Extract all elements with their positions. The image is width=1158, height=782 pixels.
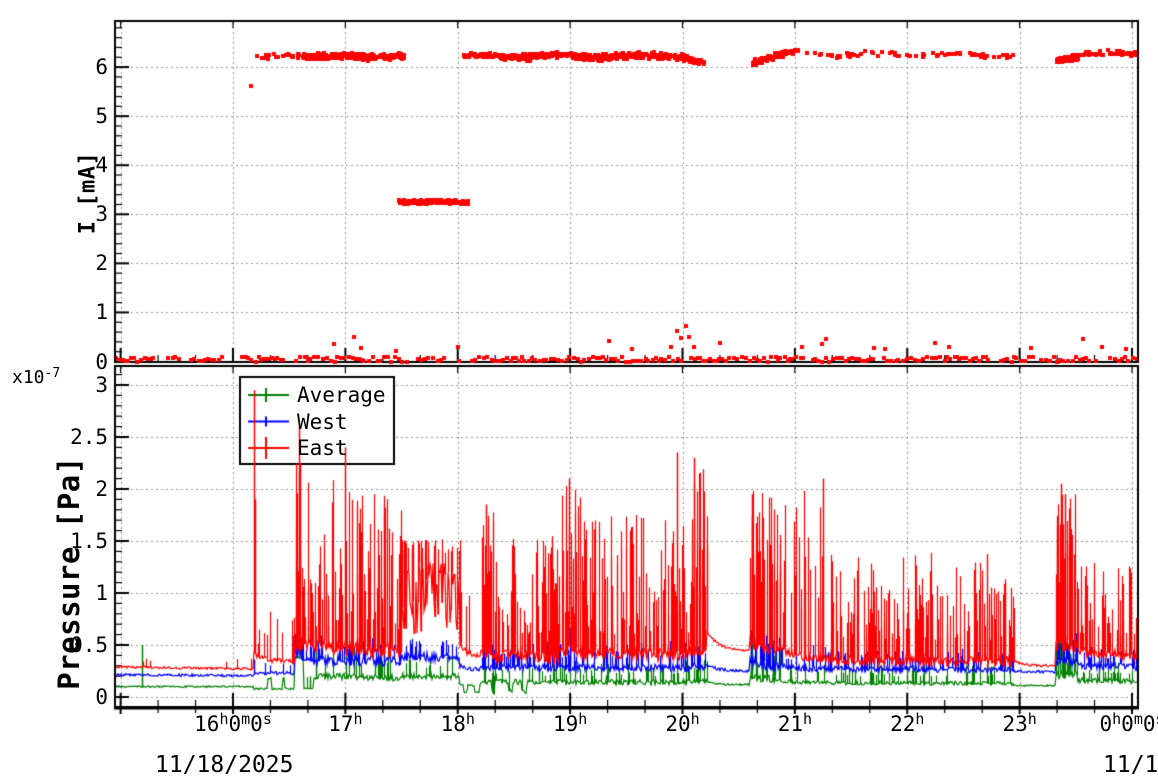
x-tick-unit-sup: s	[262, 710, 272, 728]
x-tick-number: 0	[1142, 712, 1156, 736]
x-tick-number: 16	[194, 712, 220, 736]
x-tick-unit-sup: h	[465, 710, 475, 728]
x-tick-label: 17h	[328, 710, 363, 736]
x-tick-number: 0	[1121, 712, 1134, 736]
x-tick-number: 22	[890, 712, 916, 736]
x-tick-number: 17	[328, 712, 354, 736]
x-tick-label: 0h0m0s	[1099, 710, 1158, 736]
legend-label-west: West	[297, 409, 348, 434]
x-tick-number: 18	[440, 712, 466, 736]
bottom-y-tick-label: 2	[95, 477, 108, 501]
scale-exp: -7	[44, 366, 61, 381]
bottom-y-tick-label: 1	[95, 581, 108, 605]
x-tick-number: 20	[665, 712, 691, 736]
x-tick-unit-sup: h	[578, 710, 588, 728]
x-tick-unit-sup: s	[1156, 710, 1158, 728]
x-tick-number: 0	[228, 712, 242, 736]
bottom-y-tick-label: 0	[95, 685, 108, 709]
bottom-y-tick-label: 0.5	[70, 633, 108, 657]
x-tick-number: 0	[1099, 712, 1113, 736]
bottom-y-tick-label: 1.5	[70, 529, 108, 553]
x-tick-unit-sup: h	[690, 710, 700, 728]
date-label-day2: 11/19/2025	[1103, 752, 1158, 778]
x-tick-unit-sup: m	[1133, 710, 1143, 728]
scale-base: x10	[12, 367, 45, 388]
x-tick-label: 22h	[890, 710, 925, 736]
bottom-y-tick-label: 2.5	[70, 425, 108, 449]
top-y-tick-label: 2	[95, 251, 108, 276]
legend-label-average: Average	[297, 383, 386, 407]
x-tick-label: 16h0m0s	[194, 710, 272, 736]
date-label-day1: 11/18/2025	[155, 752, 294, 778]
top-y-tick-label: 4	[95, 153, 108, 178]
legend-label-east: East	[297, 436, 348, 460]
x-tick-unit-sup: h	[1112, 710, 1122, 728]
x-tick-label: 18h	[440, 710, 475, 736]
x-tick-number: 0	[250, 712, 263, 736]
x-tick-unit-sup: h	[915, 710, 925, 728]
x-tick-unit-sup: m	[241, 710, 251, 728]
x-tick-unit-sup: h	[353, 710, 363, 728]
x-tick-number: 19	[552, 712, 579, 736]
pressure-scale-exponent: x10-7	[12, 366, 61, 388]
x-tick-unit-sup: h	[1027, 710, 1037, 728]
x-tick-label: 19h	[552, 710, 588, 736]
top-y-tick-label: 6	[95, 55, 108, 80]
x-tick-unit-sup: h	[219, 710, 229, 728]
top-y-tick-label: 1	[95, 300, 108, 325]
x-tick-number: 21	[777, 712, 804, 736]
x-tick-unit-sup: h	[803, 710, 813, 728]
x-tick-label: 20h	[665, 710, 700, 736]
x-tick-label: 23h	[1002, 710, 1037, 736]
top-y-tick-label: 5	[95, 104, 108, 129]
bottom-y-tick-label: 3	[95, 373, 108, 397]
top-y-tick-label: 3	[95, 202, 108, 227]
top-y-tick-label: 0	[95, 349, 108, 374]
x-tick-label: 21h	[777, 710, 813, 736]
x-tick-number: 23	[1002, 712, 1028, 736]
